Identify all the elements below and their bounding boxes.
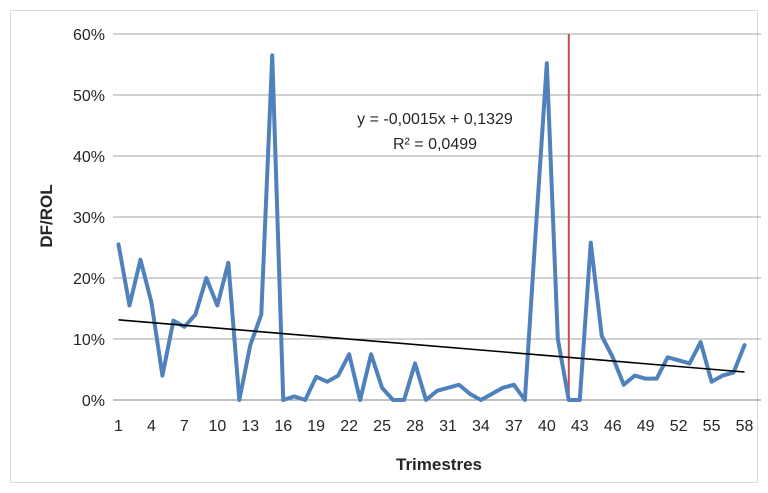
x-tick-label: 40 — [538, 418, 556, 435]
y-tick-label: 30% — [73, 210, 105, 227]
series-layer — [116, 34, 747, 402]
y-tick-label: 0% — [82, 393, 105, 410]
y-tick-label: 20% — [73, 271, 105, 288]
x-tick-label: 13 — [241, 418, 259, 435]
x-tick-label: 19 — [307, 418, 325, 435]
x-tick-label: 16 — [274, 418, 292, 435]
x-tick-label: 22 — [340, 418, 358, 435]
y-tick-label: 60% — [73, 27, 105, 44]
y-axis-title: DF/ROL — [37, 184, 56, 247]
gridlines — [113, 33, 761, 401]
x-tick-label: 49 — [637, 418, 655, 435]
x-tick-label: 34 — [472, 418, 490, 435]
x-tick-label: 4 — [147, 418, 156, 435]
y-tick-label: 40% — [73, 149, 105, 166]
x-tick-label: 37 — [505, 418, 523, 435]
y-tick-label: 50% — [73, 88, 105, 105]
x-tick-label: 52 — [670, 418, 688, 435]
y-tick-label: 10% — [73, 332, 105, 349]
y-tick-labels: 0% 10% 20% 30% 40% 50% 60% — [73, 27, 105, 410]
x-tick-label: 58 — [736, 418, 754, 435]
x-axis-title: Trimestres — [396, 455, 482, 474]
x-tick-label: 7 — [180, 418, 189, 435]
x-tick-label: 55 — [703, 418, 721, 435]
x-tick-labels: 1 4 7 10 13 16 19 22 25 28 31 34 37 40 43 46 49 52 55 58 — [114, 418, 753, 435]
x-tick-label: 43 — [571, 418, 589, 435]
trendline — [118, 319, 745, 373]
x-tick-label: 1 — [114, 418, 123, 435]
series-line — [116, 53, 747, 402]
trendline-r-squared: R² = 0,0499 — [393, 136, 477, 153]
x-tick-label: 10 — [208, 418, 226, 435]
x-tick-label: 46 — [604, 418, 622, 435]
x-tick-label: 31 — [439, 418, 457, 435]
x-tick-label: 25 — [373, 418, 391, 435]
x-tick-label: 28 — [406, 418, 424, 435]
trendline-equation: y = -0,0015x + 0,1329 — [357, 111, 513, 128]
chart-frame — [10, 10, 758, 483]
